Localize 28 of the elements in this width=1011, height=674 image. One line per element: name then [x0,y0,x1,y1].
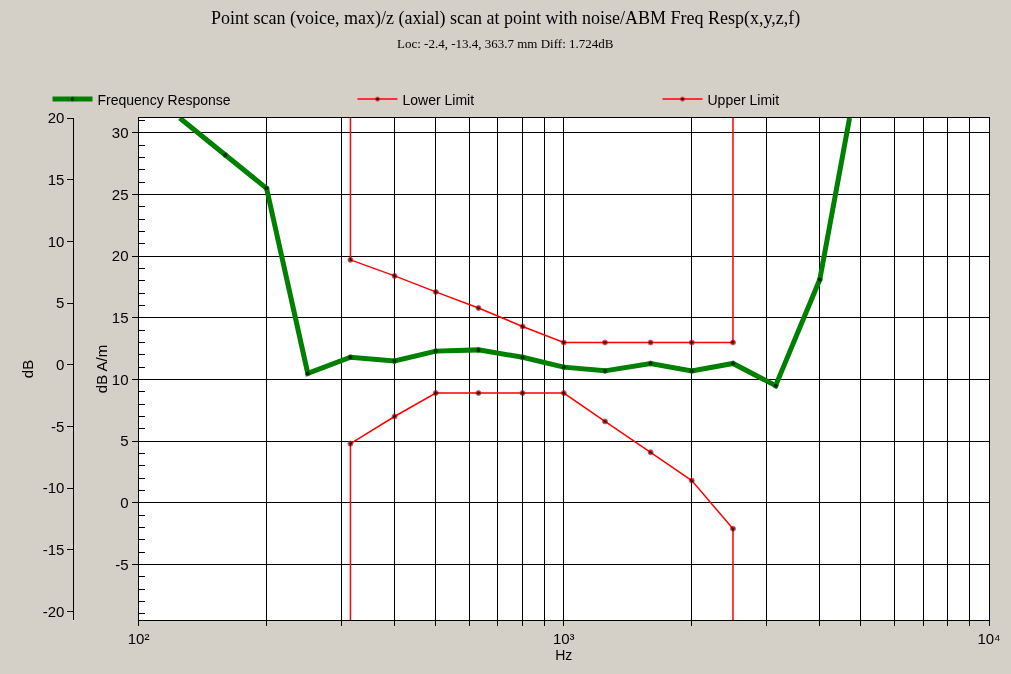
chart-title: Point scan (voice, max)/z (axial) scan at point with noise/ABM Freq Resp(x,y,z,f) [211,8,801,29]
y-tick-label: 5 [120,432,129,450]
y2-tick-label: -5 [51,417,65,435]
y-tick-label: 20 [111,247,129,265]
y2-tick-label: 0 [56,355,65,373]
x-tick-label: 10³ [552,630,575,647]
y2-tick-label: 20 [47,109,65,127]
y-tick-label: 25 [111,185,129,203]
y2-tick-label: 15 [47,170,65,188]
x-tick-label: 10⁴ [977,630,1001,647]
y2-tick-label: 10 [47,232,65,250]
chart-subtitle: Loc: -2.4, -13.4, 363.7 mm Diff: 1.724dB [397,36,614,51]
y2-tick-label: -10 [42,479,65,497]
y2-tick-label: -15 [42,540,65,558]
x-tick-label: 10² [127,630,150,647]
y-tick-label: 0 [120,494,129,512]
x-axis-title: Hz [555,647,573,663]
y2-tick-label: -20 [42,602,65,620]
legend-label: Lower Limit [402,91,475,108]
y-tick-label: 10 [111,370,129,388]
y-tick-label: -5 [115,555,129,573]
legend-label: Frequency Response [97,91,231,108]
legend-label: Upper Limit [707,91,780,108]
y-tick-label: 30 [111,124,129,142]
y-tick-label: 15 [111,309,129,327]
y-axis-title: dB A/m [93,344,111,394]
y2-tick-label: 5 [56,294,65,312]
y2-axis-title: dB [18,359,36,379]
